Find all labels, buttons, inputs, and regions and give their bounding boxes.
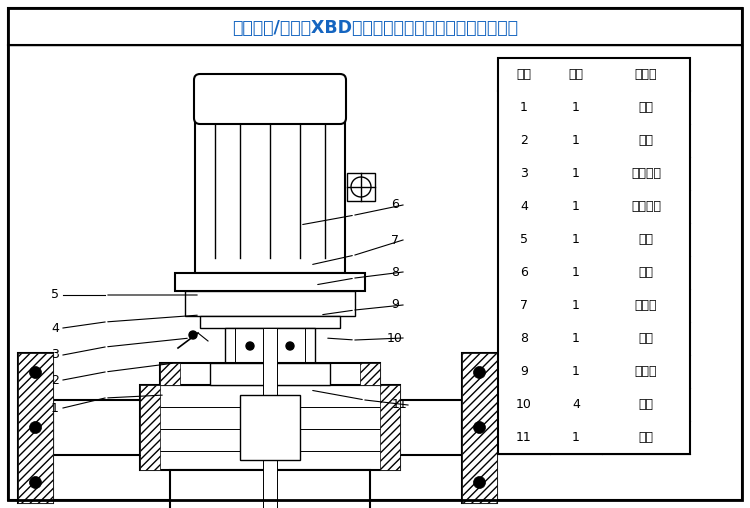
- Bar: [185, 291, 355, 316]
- Circle shape: [473, 422, 485, 433]
- Text: 11: 11: [516, 431, 532, 444]
- Text: 1: 1: [572, 365, 580, 378]
- Bar: [53, 400, 140, 455]
- Text: 泵体: 泵体: [638, 101, 653, 114]
- Text: 1: 1: [572, 266, 580, 279]
- Text: 底板: 底板: [638, 431, 653, 444]
- Bar: [210, 363, 330, 385]
- Text: 7: 7: [520, 299, 528, 312]
- Text: 5: 5: [520, 233, 528, 246]
- Text: 4: 4: [520, 200, 528, 213]
- Text: 机械密封: 机械密封: [631, 200, 661, 213]
- Bar: [18, 353, 53, 502]
- Bar: [160, 363, 180, 385]
- Bar: [462, 353, 497, 502]
- Text: 1: 1: [572, 299, 580, 312]
- Circle shape: [189, 331, 197, 339]
- Bar: [175, 273, 365, 291]
- Bar: [400, 400, 462, 455]
- Bar: [195, 118, 345, 273]
- Circle shape: [29, 366, 41, 378]
- Text: 放气旋塞: 放气旋塞: [631, 167, 661, 180]
- Text: 叶轮: 叶轮: [638, 134, 653, 147]
- Text: 螺钉: 螺钉: [638, 332, 653, 345]
- Bar: [160, 363, 380, 385]
- Circle shape: [286, 342, 294, 350]
- Bar: [380, 385, 400, 470]
- Circle shape: [473, 366, 485, 378]
- Bar: [225, 328, 315, 363]
- Text: 密封圈: 密封圈: [634, 365, 657, 378]
- Text: 立式单级/第五代XBD系列立式单级电动机消防泵组结构图: 立式单级/第五代XBD系列立式单级电动机消防泵组结构图: [232, 19, 518, 37]
- Text: 1: 1: [51, 401, 59, 415]
- Text: 泵盖: 泵盖: [638, 233, 653, 246]
- Text: 1: 1: [572, 134, 580, 147]
- Text: 9: 9: [520, 365, 528, 378]
- Bar: [18, 353, 53, 502]
- Text: 1: 1: [520, 101, 528, 114]
- Circle shape: [473, 477, 485, 489]
- Text: 3: 3: [520, 167, 528, 180]
- Text: 3: 3: [51, 348, 59, 362]
- Text: 名　称: 名 称: [634, 68, 657, 81]
- Circle shape: [351, 177, 371, 197]
- Text: 2: 2: [520, 134, 528, 147]
- Text: 1: 1: [572, 200, 580, 213]
- Text: 4: 4: [51, 322, 59, 334]
- Text: 10: 10: [516, 398, 532, 411]
- Text: 9: 9: [391, 299, 399, 311]
- Bar: [170, 470, 370, 508]
- Text: 螺塞: 螺塞: [638, 398, 653, 411]
- Bar: [200, 316, 340, 328]
- Text: 6: 6: [520, 266, 528, 279]
- Text: 8: 8: [520, 332, 528, 345]
- Text: 10: 10: [387, 332, 403, 344]
- Text: 挡水圈: 挡水圈: [634, 299, 657, 312]
- Text: 4: 4: [572, 398, 580, 411]
- Bar: [360, 363, 380, 385]
- Text: 11: 11: [392, 398, 408, 411]
- Text: 序号: 序号: [517, 68, 532, 81]
- Text: 6: 6: [391, 199, 399, 211]
- Bar: [140, 385, 400, 470]
- Text: 电机: 电机: [638, 266, 653, 279]
- Text: 数量: 数量: [568, 68, 584, 81]
- Text: 2: 2: [51, 373, 59, 387]
- Text: 1: 1: [572, 167, 580, 180]
- Text: 1: 1: [572, 233, 580, 246]
- Bar: [498, 58, 690, 454]
- Bar: [140, 385, 160, 470]
- Bar: [263, 328, 277, 508]
- Text: 7: 7: [391, 234, 399, 246]
- Circle shape: [29, 477, 41, 489]
- Text: 1: 1: [572, 332, 580, 345]
- Text: 1: 1: [572, 431, 580, 444]
- Circle shape: [246, 342, 254, 350]
- FancyBboxPatch shape: [194, 74, 346, 124]
- Bar: [240, 395, 300, 460]
- Text: 1: 1: [572, 101, 580, 114]
- Text: 5: 5: [51, 289, 59, 302]
- Bar: [347, 173, 375, 201]
- Text: 8: 8: [391, 266, 399, 278]
- Circle shape: [29, 422, 41, 433]
- Bar: [462, 353, 497, 502]
